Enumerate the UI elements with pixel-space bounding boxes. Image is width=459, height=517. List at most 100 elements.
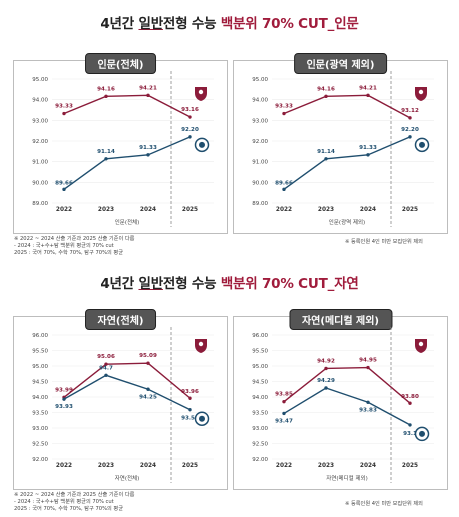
data-point (188, 115, 192, 119)
data-point (366, 153, 370, 157)
y-tick-label: 94.00 (252, 98, 268, 104)
x-axis-label: 인문(광역 제외) (329, 218, 365, 226)
y-tick-label: 94.00 (252, 395, 268, 401)
data-label: 94.16 (317, 86, 335, 92)
title-humanities: 4년간 일반전형 수능 백분위 70% CUT_인문 (100, 16, 359, 32)
x-tick-label: 2022 (56, 463, 72, 469)
y-tick-label: 96.00 (32, 333, 48, 339)
data-point (324, 366, 328, 371)
panel-title: 자연(전체) (84, 309, 157, 330)
crest-badge-icon-center (198, 89, 204, 95)
data-label: 93.33 (275, 104, 293, 110)
y-tick-label: 94.00 (32, 395, 48, 401)
y-tick-label: 90.00 (32, 180, 48, 186)
x-tick-label: 2024 (140, 463, 156, 469)
chart-svg: 89.00 90.00 91.00 92.00 93.00 94.00 95.00 2022 2… (32, 71, 214, 227)
data-point (188, 135, 192, 139)
y-tick-label: 91.00 (32, 160, 48, 166)
chart-svg: 92.00 92.50 93.00 93.50 94.00 94.50 95.00 95.50… (32, 327, 214, 483)
y-tick-label: 94.50 (252, 380, 268, 386)
y-tick-label: 96.00 (252, 333, 268, 339)
data-label: 94.95 (359, 358, 377, 364)
chart-svg: 92.00 92.50 93.00 93.50 94.00 94.50 95.00 95.50… (252, 327, 434, 483)
data-point (366, 400, 370, 404)
x-axis-label: 자연(전체) (115, 474, 140, 482)
data-point (146, 93, 150, 98)
data-point (408, 135, 412, 139)
data-point (188, 408, 192, 412)
data-label: 91.14 (97, 149, 115, 155)
series-line (283, 366, 411, 404)
series-line (283, 136, 411, 190)
chart-panel-science-all: 자연(전체) 92.00 92.50 93.00 93.50 94.00 94.50 95.… (13, 309, 228, 490)
data-label: 94.25 (139, 394, 157, 400)
data-label: 94.16 (97, 86, 115, 92)
data-label: 91.33 (359, 145, 377, 151)
x-axis-label: 인문(전체) (115, 218, 140, 226)
y-tick-label: 91.00 (252, 160, 268, 166)
data-point (282, 399, 286, 404)
data-point (408, 116, 412, 120)
panel-title: 자연(메디컬 제외) (288, 309, 393, 330)
panel-title: 인문(광역 제외) (293, 53, 388, 74)
y-tick-label: 93.50 (32, 411, 48, 417)
data-label: 93.1 (403, 431, 417, 437)
data-point (282, 111, 286, 116)
data-point (408, 423, 412, 427)
data-point (366, 93, 370, 98)
x-tick-label: 2025 (182, 463, 198, 469)
x-tick-label: 2022 (276, 207, 292, 213)
data-point (146, 153, 150, 157)
data-label: 92.20 (181, 127, 199, 133)
emblem-badge-icon-center (419, 430, 425, 437)
y-tick-label: 93.00 (252, 118, 268, 124)
data-point (62, 111, 66, 116)
data-label: 93.99 (55, 387, 73, 393)
series-line (283, 94, 411, 119)
y-tick-label: 89.00 (32, 201, 48, 207)
data-point (104, 157, 108, 161)
data-point (282, 411, 286, 416)
data-label: 94.29 (317, 378, 335, 384)
x-tick-label: 2025 (402, 207, 418, 213)
data-label: 94.21 (359, 85, 377, 91)
y-tick-label: 94.50 (32, 380, 48, 386)
chart-svg: 89.00 90.00 91.00 92.00 93.00 94.00 95.00 2022 2… (252, 71, 434, 227)
x-tick-label: 2022 (56, 207, 72, 213)
x-tick-label: 2024 (360, 207, 376, 213)
x-tick-label: 2025 (182, 207, 198, 213)
data-point (146, 387, 150, 391)
y-tick-label: 93.00 (252, 426, 268, 432)
data-label: 93.16 (181, 107, 199, 113)
data-label: 93.96 (181, 389, 199, 395)
panel-title: 인문(전체) (84, 53, 157, 74)
note-science: ※ 2022 ~ 2024 산출 기준과 2025 산출 기준이 다름 - 202… (14, 492, 135, 512)
title-science: 4년간 일반전형 수능 백분위 70% CUT_자연 (100, 276, 359, 292)
data-label: 92.20 (401, 127, 419, 133)
y-tick-label: 92.00 (32, 457, 48, 463)
data-point (146, 361, 150, 365)
x-axis-label: 자연(메디컬 제외) (326, 474, 367, 482)
x-tick-label: 2023 (98, 463, 114, 469)
x-tick-label: 2024 (140, 207, 156, 213)
y-tick-label: 92.00 (252, 139, 268, 145)
emblem-badge-icon-center (199, 415, 205, 422)
chart-panel-humanities-all: 인문(전체) 89.00 90.00 91.00 92.00 93.00 94.00 95.… (13, 53, 228, 234)
x-tick-label: 2025 (402, 463, 418, 469)
y-tick-label: 92.00 (32, 139, 48, 145)
chart-panel-humanities-excl: 인문(광역 제외) 89.00 90.00 91.00 92.00 93.00 94.00… (233, 53, 448, 234)
data-label: 91.33 (139, 145, 157, 151)
data-label: 93.47 (275, 418, 293, 424)
data-point (62, 397, 66, 401)
emblem-badge-icon-center (199, 141, 205, 148)
data-label: 95.09 (139, 353, 157, 359)
footnote-science: ※ 등록인원 4인 미만 모집단위 제외 (345, 501, 423, 507)
x-tick-label: 2024 (360, 463, 376, 469)
x-tick-label: 2023 (98, 207, 114, 213)
footnote-humanities: ※ 등록인원 4인 미만 모집단위 제외 (345, 239, 423, 245)
y-tick-label: 92.50 (252, 442, 268, 448)
y-tick-label: 95.00 (252, 77, 268, 83)
data-label: 94.7 (99, 365, 113, 371)
crest-badge-icon-center (198, 341, 204, 347)
y-tick-label: 95.00 (252, 364, 268, 370)
